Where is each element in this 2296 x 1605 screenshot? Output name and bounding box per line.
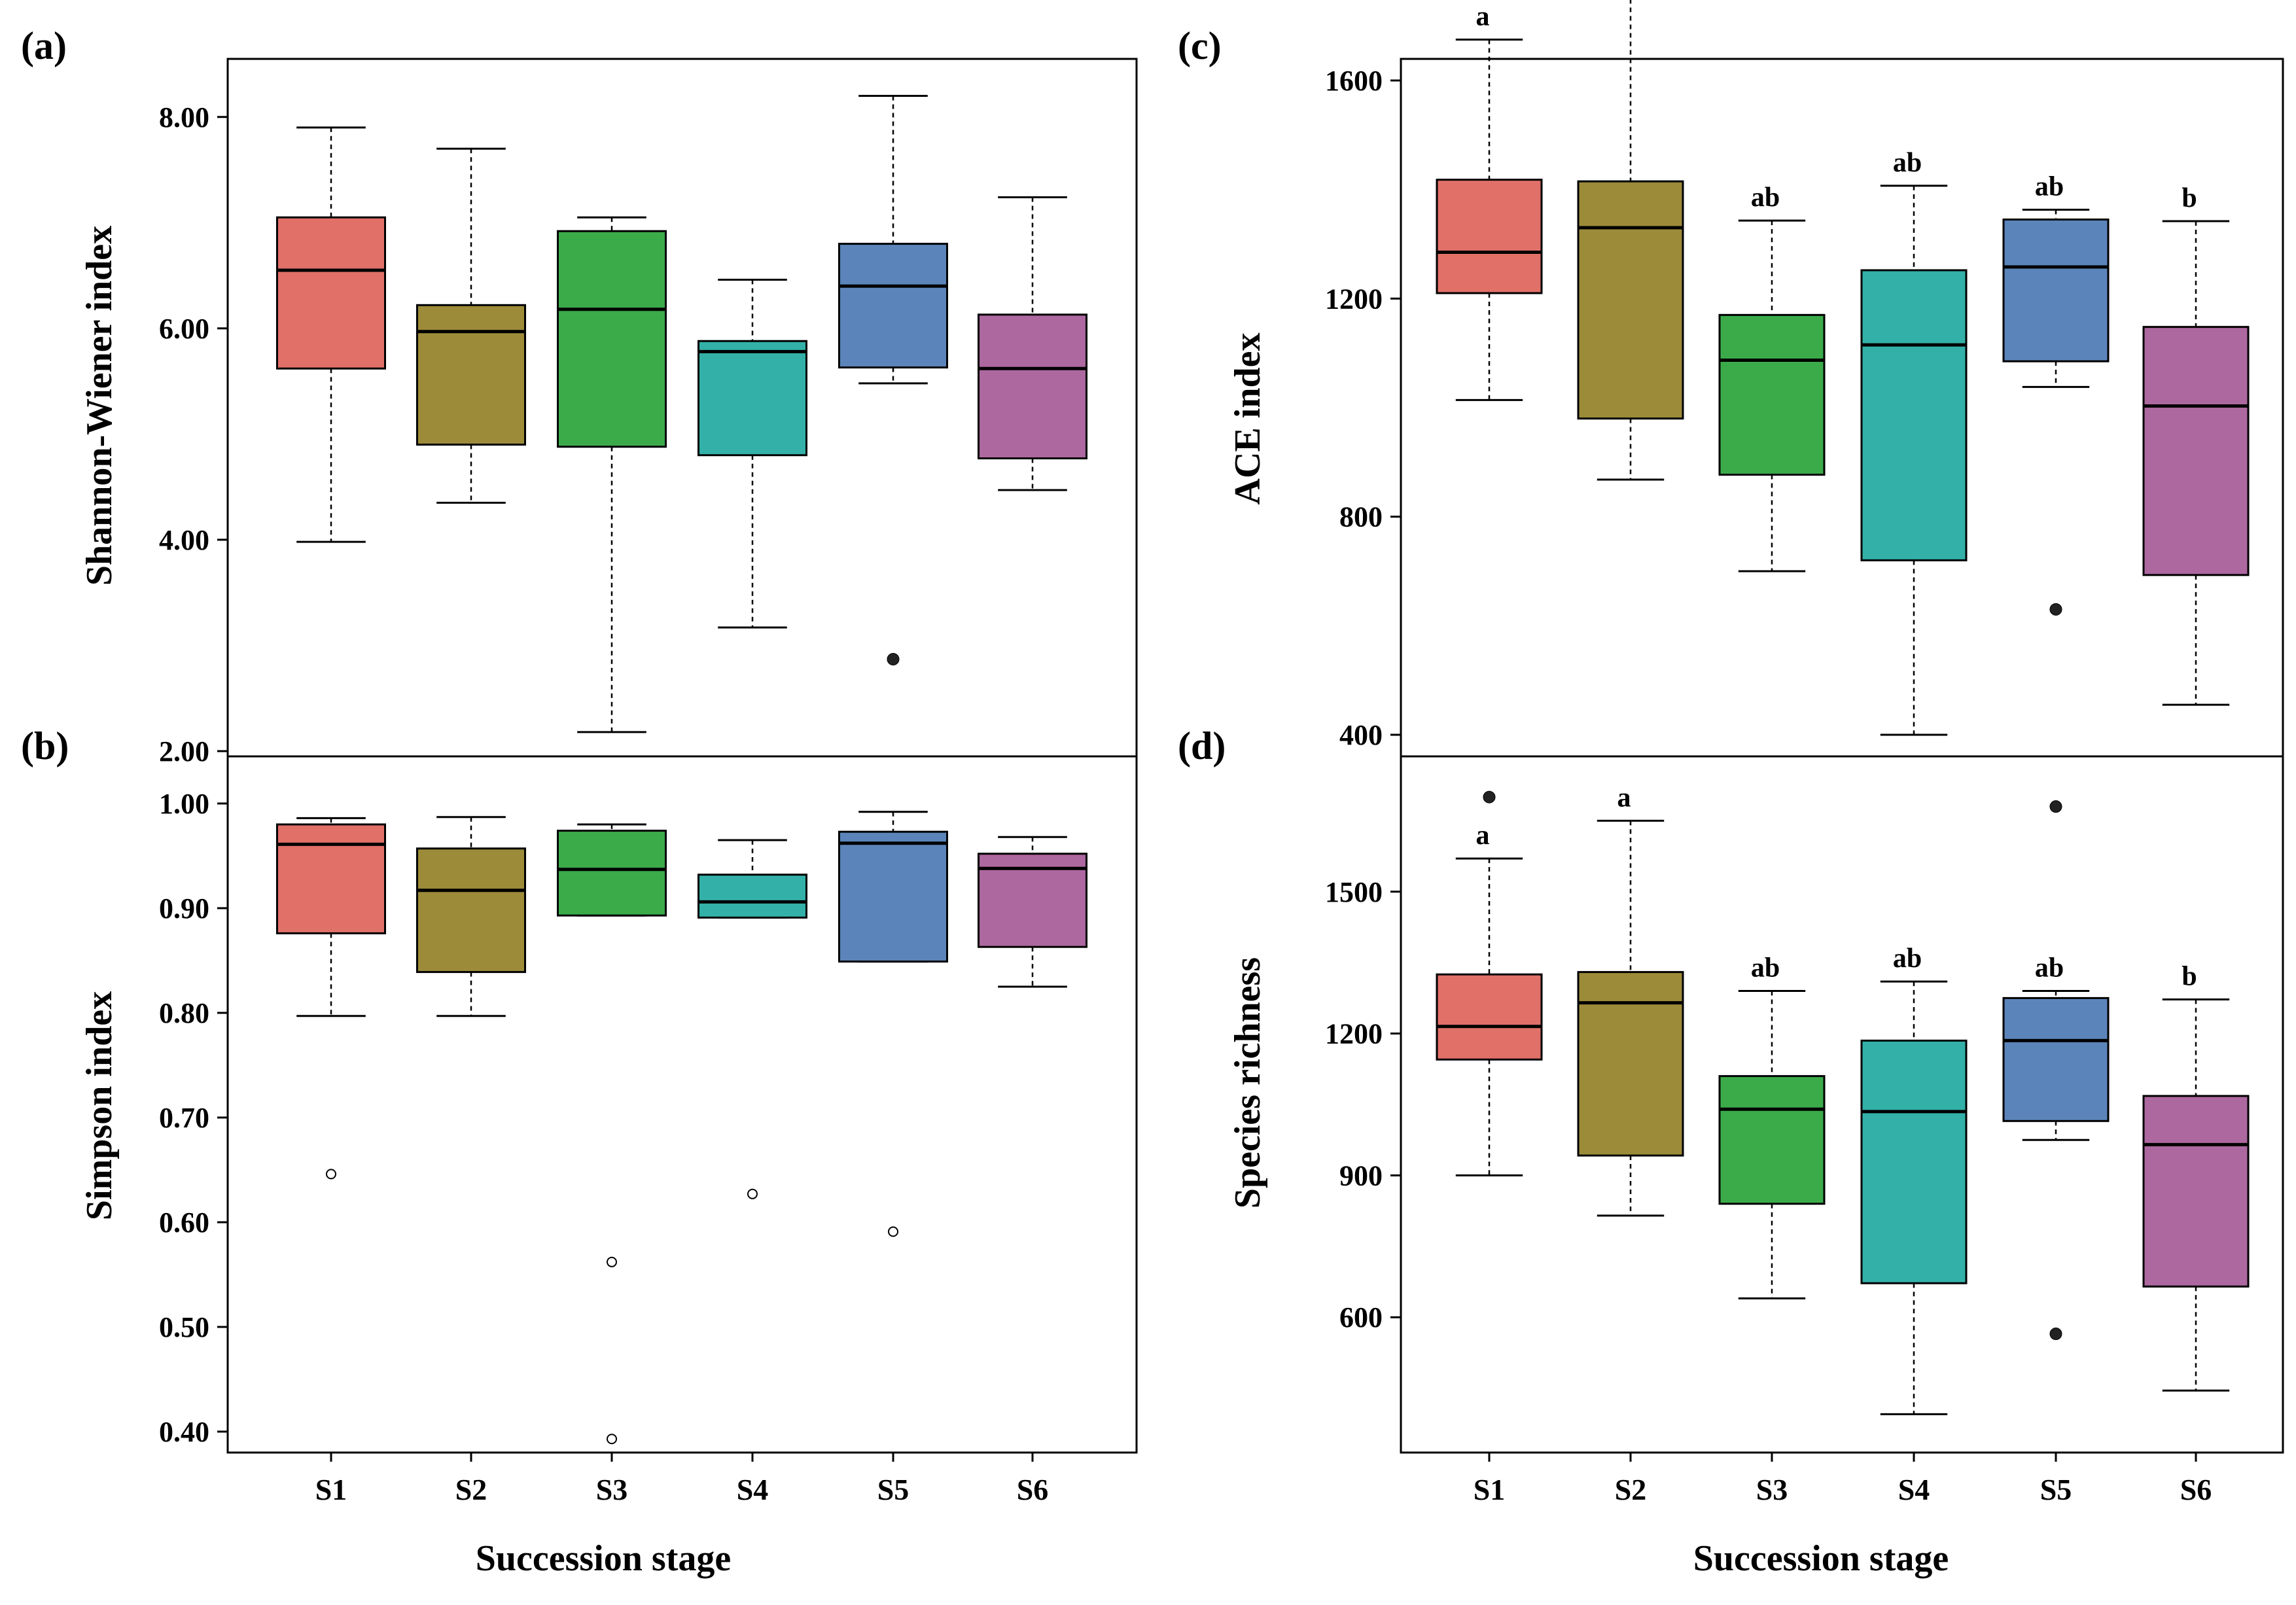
panel-b-ylabel: Simpson index	[79, 991, 120, 1220]
panel-d-s3-box	[1718, 1075, 1826, 1205]
panel-c-ylabel: ACE index	[1227, 333, 1268, 505]
panel-c-ytick-label: 1600	[1325, 65, 1383, 97]
panel-d-s4-significance-label: ab	[1893, 944, 1922, 974]
panel-c-s6-significance-label: b	[2181, 183, 2197, 213]
panel-d-ylabel: Species richness	[1227, 957, 1268, 1208]
panel-c-s5-outlier	[2049, 603, 2062, 616]
panel-d-s5-significance-label: ab	[2035, 953, 2064, 983]
panel-b-s1-xtick-label: S1	[315, 1473, 347, 1506]
panel-b-s2-box	[416, 847, 526, 974]
panel-c-s5-significance-label: ab	[2035, 172, 2064, 202]
panel-d-ytick-label: 1500	[1325, 876, 1383, 908]
panel-b-ytick-label: 0.40	[159, 1416, 209, 1448]
panel-d-s3-xtick-label: S3	[1756, 1473, 1788, 1506]
panel-d-s3-significance-label: ab	[1751, 953, 1780, 983]
panel-c-s3-significance-label: ab	[1751, 183, 1780, 213]
panel-b-ytick-label: 0.90	[159, 892, 209, 925]
panel-c-s1-box	[1436, 179, 1543, 294]
panel-d-s6-significance-label: b	[2181, 962, 2197, 992]
panel-a-s4-box	[698, 340, 807, 457]
panel-c-s5-box	[2002, 219, 2110, 362]
panel-b-ytick-label: 0.60	[159, 1207, 209, 1239]
panel-b-ytick-label: 0.50	[159, 1311, 209, 1343]
panel-b-s4-outlier	[747, 1188, 758, 1199]
panel-c-s4-significance-label: ab	[1893, 148, 1922, 178]
panel-b-s1-box	[276, 823, 386, 934]
left-xlabel: Succession stage	[476, 1538, 731, 1579]
panel-d-s5-box	[2002, 997, 2110, 1122]
panel-b-label: (b)	[21, 724, 69, 767]
panel-a-s2-box	[416, 304, 526, 446]
panel-c-s1-significance-label: a	[1476, 2, 1490, 32]
panel-b-ytick-label: 0.80	[159, 997, 209, 1029]
panel-a-s5-outlier	[887, 652, 900, 665]
panel-b-s3-outlier	[607, 1256, 617, 1267]
panel-d-s2-significance-label: a	[1617, 783, 1631, 813]
panel-d-s6-xtick-label: S6	[2180, 1473, 2212, 1506]
panel-c-ytick-label: 800	[1339, 501, 1383, 533]
panel-a-ytick-label: 4.00	[159, 524, 209, 556]
panel-d-s1-outlier	[1483, 790, 1496, 803]
panel-d-s4-box	[1860, 1039, 1968, 1284]
panel-d-s5-xtick-label: S5	[2040, 1473, 2072, 1506]
panel-b-frame	[226, 755, 1138, 1454]
panel-d-frame	[1400, 755, 2284, 1454]
panel-c-s6-box	[2142, 326, 2250, 576]
panel-a-ylabel: Shannon-Wiener index	[79, 226, 120, 586]
panel-b-s2-xtick-label: S2	[455, 1473, 487, 1506]
panel-d-ytick-label: 1200	[1325, 1018, 1383, 1050]
panel-c-label: (c)	[1178, 24, 1222, 67]
panel-d-s6-box	[2142, 1095, 2250, 1288]
panel-c-ytick-label: 400	[1339, 719, 1383, 751]
panel-a-label: (a)	[21, 24, 67, 67]
panel-d-s5-outlier	[2049, 1328, 2062, 1341]
panel-b-s3-outlier	[607, 1434, 617, 1445]
panel-a-s6-box	[978, 313, 1087, 460]
panel-d-s5-outlier	[2049, 800, 2062, 813]
right-xlabel: Succession stage	[1693, 1538, 1949, 1579]
panel-d-s1-xtick-label: S1	[1474, 1473, 1506, 1506]
panel-d-ytick-label: 900	[1339, 1159, 1383, 1191]
panel-c-s2-box	[1577, 180, 1684, 420]
panel-b-s6-xtick-label: S6	[1017, 1473, 1049, 1506]
panel-a-s5-box	[838, 243, 948, 369]
panel-b-s5-xtick-label: S5	[877, 1473, 910, 1506]
panel-d-ytick-label: 600	[1339, 1301, 1383, 1333]
panel-b-s3-box	[557, 830, 667, 917]
panel-a-s1-box	[276, 216, 386, 370]
panel-b-s1-outlier	[326, 1169, 336, 1180]
panel-a-ytick-label: 8.00	[159, 101, 209, 133]
panel-b-s4-xtick-label: S4	[737, 1473, 769, 1506]
panel-b-s5-outlier	[888, 1226, 898, 1237]
panel-a-ytick-label: 6.00	[159, 313, 209, 345]
panel-b-s3-xtick-label: S3	[596, 1473, 628, 1506]
panel-d-label: (d)	[1178, 724, 1226, 767]
panel-b-ytick-label: 0.70	[159, 1102, 209, 1134]
panel-d-s1-box	[1436, 973, 1543, 1061]
panel-a-ytick-label: 2.00	[159, 735, 209, 767]
panel-d-s2-xtick-label: S2	[1615, 1473, 1647, 1506]
plot-layer: 2.00 4.00 6.00 8.00 0.40 0.50 0.60 0.70 0.80 0.90…	[159, 0, 2250, 1506]
panel-b-s5-box	[838, 830, 948, 963]
panel-d-s1-significance-label: a	[1476, 820, 1490, 851]
panel-b-ytick-label: 1.00	[159, 788, 209, 820]
panel-a-s3-box	[557, 230, 667, 448]
panel-b-s4-box	[698, 873, 807, 919]
panel-c-ytick-label: 1200	[1325, 283, 1383, 315]
panel-c-s3-box	[1718, 313, 1826, 476]
panel-d-s4-xtick-label: S4	[1898, 1473, 1930, 1506]
panel-d-s2-box	[1577, 971, 1684, 1157]
panel-c-s4-box	[1860, 269, 1968, 561]
